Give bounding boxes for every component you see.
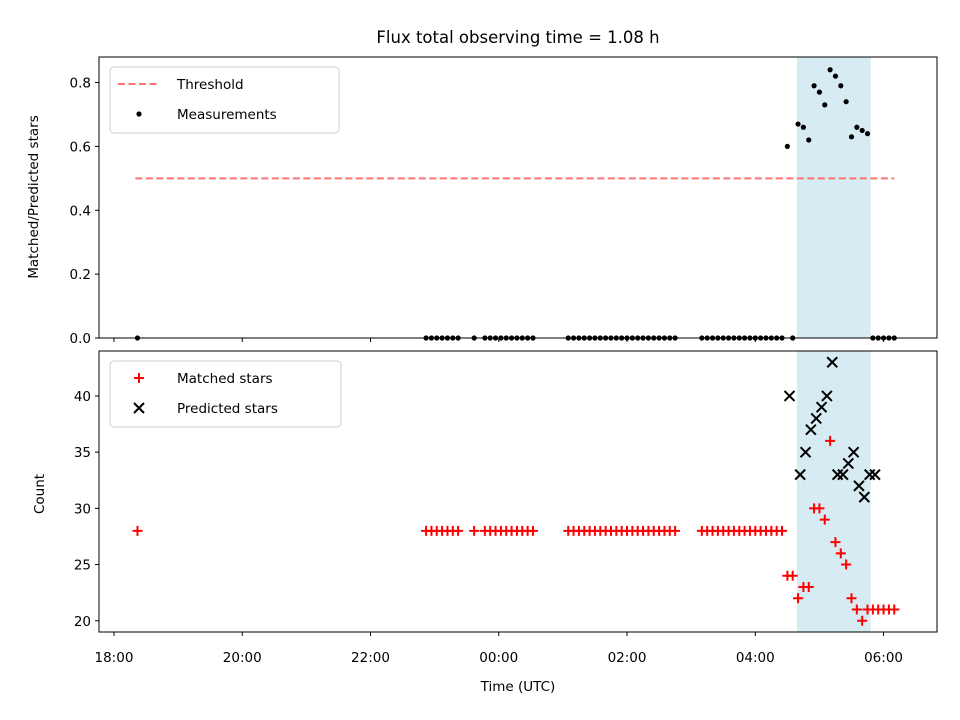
matched-star-point	[787, 570, 798, 581]
predicted-star-point	[805, 423, 817, 436]
matched-star-point	[132, 525, 143, 536]
measurement-point	[816, 89, 823, 95]
legend-predicted-swatch	[133, 402, 145, 414]
legend-label: Threshold	[176, 77, 244, 93]
matched-star-point	[851, 604, 862, 615]
y-tick-label: 0.4	[70, 203, 91, 219]
top-legend: Threshold Measurements	[109, 66, 340, 134]
matched-star-point	[889, 604, 900, 615]
matched-star-point	[830, 537, 841, 548]
predicted-star-point	[858, 491, 871, 503]
bottom-panel-frame	[98, 350, 938, 633]
bottom-panel: 20 25 30 35 40 18:00 20:00 22:00 00:00 02:00 04:00…	[74, 350, 938, 666]
predicted-star-point	[810, 412, 822, 425]
measurement-point	[822, 102, 828, 108]
measurement-point	[795, 121, 801, 127]
matched-star-point	[453, 525, 464, 536]
matched-star-point	[835, 548, 846, 559]
legend-label: Measurements	[177, 107, 277, 123]
top-panel-frame	[98, 56, 938, 339]
matched-star-point	[803, 582, 814, 593]
x-tick-label: 00:00	[479, 650, 518, 666]
x-tick-label: 04:00	[736, 650, 775, 666]
matched-star-point	[469, 525, 480, 536]
x-tick-label: 06:00	[864, 650, 903, 666]
x-tick-label: 18:00	[95, 650, 134, 666]
matched-star-point	[857, 615, 868, 626]
top-panel: 0.0 0.2 0.4 0.6 0.8 Threshold Measurements	[70, 56, 938, 347]
matched-star-point	[819, 514, 830, 525]
measurement-point	[864, 131, 871, 137]
measurement-point	[832, 73, 839, 79]
measurement-point	[838, 83, 844, 89]
legend-box	[109, 66, 340, 134]
measurement-point	[848, 134, 855, 140]
x-tick-label: 02:00	[608, 650, 647, 666]
predicted-star-point	[826, 356, 838, 368]
y-tick-label: 0.8	[70, 76, 91, 92]
measurement-point	[859, 127, 865, 134]
measurement-point	[806, 137, 812, 143]
x-tick-label: 22:00	[351, 650, 390, 666]
matched-star-point	[825, 435, 836, 446]
predicted-star-point	[821, 390, 833, 402]
matched-star-point	[527, 525, 538, 536]
matched-star-point	[814, 503, 825, 514]
predicted-star-point	[794, 468, 806, 481]
matched-star-point	[777, 525, 788, 536]
bottom-panel-y-label: Count	[32, 474, 48, 514]
shaded-span	[796, 57, 871, 338]
y-tick-label: 0.6	[70, 139, 91, 155]
matched-star-point	[793, 593, 804, 604]
legend-measurement-swatch	[136, 111, 142, 117]
y-tick-label: 20	[74, 614, 91, 630]
measurement-point	[811, 83, 817, 89]
y-tick-label: 35	[74, 445, 91, 461]
top-panel-y-label: Matched/Predicted stars	[26, 115, 42, 278]
x-tick-label: 20:00	[223, 650, 262, 666]
predicted-star-point	[842, 457, 854, 470]
predicted-star-point	[799, 446, 812, 458]
legend-label: Matched stars	[177, 371, 273, 387]
y-tick-label: 0.2	[70, 267, 91, 283]
legend-label: Predicted stars	[177, 401, 278, 417]
x-axis-label: Time (UTC)	[480, 679, 556, 695]
measurement-point	[800, 124, 806, 130]
measurement-point	[784, 143, 790, 150]
legend-box	[109, 360, 342, 428]
matched-star-point	[846, 593, 857, 604]
matched-star-point	[841, 559, 852, 570]
measurement-point	[827, 67, 833, 73]
matched-star-point	[670, 525, 681, 536]
predicted-star-point	[837, 468, 849, 481]
predicted-star-point	[853, 480, 865, 492]
y-tick-label: 0.0	[70, 331, 91, 347]
y-tick-label: 30	[74, 501, 91, 517]
measurement-point	[843, 99, 849, 105]
predicted-star-point	[869, 468, 881, 481]
y-tick-label: 40	[74, 389, 91, 405]
chart-title: Flux total observing time = 1.08 h	[376, 28, 659, 47]
y-tick-label: 25	[74, 558, 91, 574]
legend-matched-swatch	[134, 373, 144, 383]
bottom-legend: Matched stars Predicted stars	[109, 360, 342, 428]
predicted-star-point	[847, 446, 860, 458]
predicted-star-point	[783, 390, 796, 402]
measurement-point	[854, 124, 860, 130]
predicted-star-point	[815, 401, 828, 413]
